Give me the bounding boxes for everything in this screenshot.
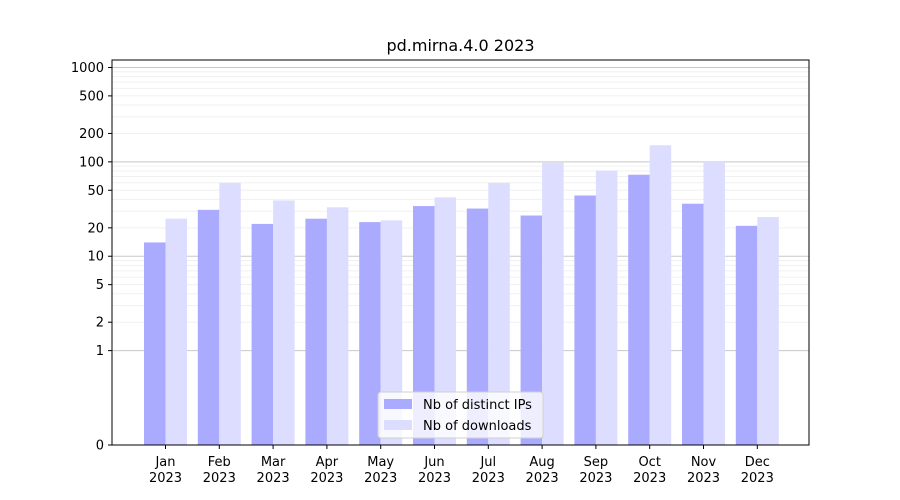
y-tick-label: 10 [87, 250, 104, 265]
legend-label: Nb of distinct IPs [423, 398, 532, 413]
y-tick-label: 0 [96, 439, 104, 454]
x-tick-label-year: 2023 [418, 471, 451, 486]
bar-downloads [757, 217, 779, 445]
bar-distinct-ips [413, 206, 435, 445]
x-tick-label-month: Aug [529, 455, 554, 470]
x-axis: Jan2023Feb2023Mar2023Apr2023May2023Jun20… [149, 445, 774, 486]
bar-distinct-ips [144, 242, 166, 445]
bar-downloads [326, 207, 349, 445]
x-tick-label-year: 2023 [633, 471, 666, 486]
bar-downloads [273, 200, 295, 445]
bar-distinct-ips [520, 215, 543, 445]
legend: Nb of distinct IPs Nb of downloads [377, 391, 544, 439]
y-tick-label: 1000 [71, 61, 104, 76]
bar-distinct-ips [628, 174, 650, 445]
bar-downloads [542, 162, 564, 445]
bar-downloads [595, 170, 618, 445]
plot-frame [111, 59, 810, 446]
x-tick-label-year: 2023 [203, 471, 236, 486]
bar-downloads [434, 197, 456, 445]
bars [144, 145, 779, 445]
x-tick-label-month: Jul [479, 455, 496, 470]
y-axis: 0 1 2 5 10 20 50 100 200 500 1000 [71, 61, 112, 454]
x-tick-label-year: 2023 [741, 471, 774, 486]
y-tick-label: 50 [87, 184, 104, 199]
x-tick-label-month: Sep [584, 455, 609, 470]
x-tick-label-month: Mar [261, 455, 286, 470]
bar-distinct-ips [574, 195, 596, 445]
x-tick-label-month: Apr [316, 455, 339, 470]
y-tick-label: 100 [79, 155, 104, 170]
bar-distinct-ips [359, 222, 381, 445]
x-tick-label-month: Jun [423, 455, 444, 470]
bar-distinct-ips [251, 223, 274, 445]
legend-swatch [384, 399, 412, 409]
x-tick-label-month: Feb [208, 455, 231, 470]
legend-swatch [384, 420, 412, 430]
bar-downloads [380, 220, 403, 445]
x-tick-label-year: 2023 [526, 471, 559, 486]
x-tick-label-month: May [367, 455, 394, 470]
y-tick-label: 200 [79, 127, 104, 142]
x-tick-label-year: 2023 [579, 471, 612, 486]
x-tick-label-year: 2023 [364, 471, 397, 486]
legend-label: Nb of downloads [423, 419, 532, 434]
bar-distinct-ips [305, 218, 327, 445]
x-tick-label-year: 2023 [687, 471, 720, 486]
x-tick-label-month: Nov [691, 455, 717, 470]
x-tick-label-year: 2023 [472, 471, 505, 486]
x-tick-label-month: Jan [154, 455, 175, 470]
y-tick-label: 1 [96, 344, 104, 359]
x-tick-label-year: 2023 [149, 471, 182, 486]
bar-distinct-ips [466, 208, 489, 445]
x-tick-label-month: Oct [638, 455, 660, 470]
y-tick-label: 5 [96, 278, 104, 293]
bar-distinct-ips [682, 203, 704, 445]
y-tick-label: 20 [87, 221, 104, 236]
bar-downloads [165, 218, 187, 445]
bar-downloads [219, 182, 241, 445]
y-tick-label: 500 [79, 89, 104, 104]
bar-distinct-ips [735, 225, 758, 445]
bar-distinct-ips [197, 209, 220, 445]
bar-downloads [703, 161, 725, 445]
x-tick-label-month: Dec [745, 455, 770, 470]
x-tick-label-year: 2023 [310, 471, 343, 486]
bar-downloads [488, 182, 510, 445]
y-tick-label: 2 [96, 316, 104, 331]
bar-downloads [649, 145, 672, 445]
chart-title: pd.mirna.4.0 2023 [386, 36, 534, 55]
x-tick-label-year: 2023 [257, 471, 290, 486]
legend-box [377, 391, 544, 439]
